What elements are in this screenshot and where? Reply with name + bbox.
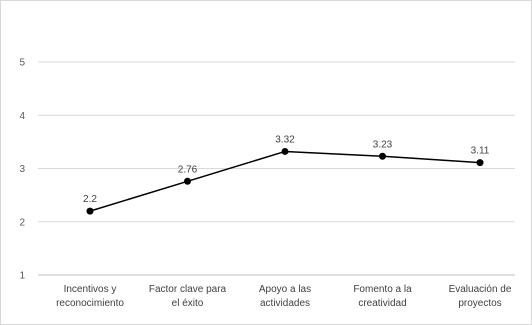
x-tick-label: Incentivos y	[64, 284, 117, 295]
y-tick-label: 4	[19, 111, 25, 122]
y-tick-label: 2	[19, 217, 25, 228]
data-label: 3.11	[471, 146, 490, 157]
data-label: 2.76	[178, 164, 198, 175]
data-label: 2.2	[83, 194, 97, 205]
x-tick-label: proyectos	[458, 298, 501, 309]
x-tick-label: Factor clave para	[149, 284, 227, 295]
data-label: 3.23	[373, 139, 393, 150]
x-tick-label: creatividad	[358, 298, 406, 309]
x-tick-label: el éxito	[172, 298, 204, 309]
x-tick-label: reconocimiento	[56, 298, 124, 309]
x-tick-label: Evaluación de	[449, 284, 512, 295]
y-tick-label: 3	[19, 164, 25, 175]
data-point	[281, 147, 289, 155]
data-point	[184, 177, 191, 185]
data-point	[379, 152, 386, 160]
data-point	[86, 207, 94, 215]
x-tick-label: Fomento a la	[353, 284, 412, 295]
series-line	[89, 150, 481, 212]
x-tick-label: Apoyo a las	[259, 284, 311, 295]
y-tick-label: 1	[19, 271, 25, 282]
data-point	[476, 159, 484, 167]
x-tick-label: actividades	[260, 298, 310, 309]
data-label: 3.32	[275, 134, 295, 145]
y-tick-label: 5	[19, 58, 25, 69]
